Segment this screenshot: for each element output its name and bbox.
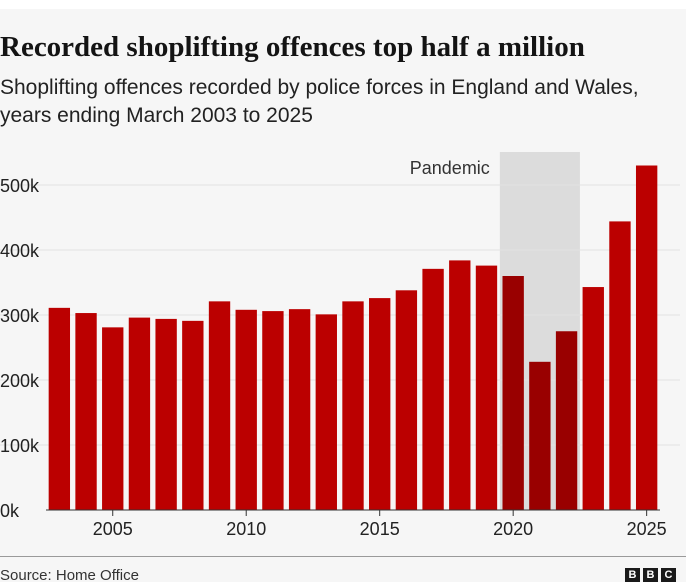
x-tick-label: 2015 <box>360 519 400 539</box>
bar <box>475 265 498 510</box>
y-tick-label: 100k <box>0 436 40 456</box>
source-note: Source: Home Office <box>0 567 139 584</box>
bar <box>235 309 257 510</box>
chart-subtitle: Shoplifting offences recorded by police … <box>0 76 639 127</box>
bar <box>529 361 551 510</box>
logo-letter-b1: B <box>625 568 640 582</box>
footer-divider <box>0 556 686 557</box>
bar <box>582 287 604 510</box>
chart-title: Recorded shoplifting offences top half a… <box>0 31 585 63</box>
bar <box>208 301 231 510</box>
bar <box>155 318 177 510</box>
bar <box>369 298 391 510</box>
bar <box>48 307 71 510</box>
bar <box>449 260 471 510</box>
logo-letter-b2: B <box>643 568 658 582</box>
y-tick-label: 400k <box>0 241 40 261</box>
x-tick-label: 2005 <box>93 519 133 539</box>
pandemic-label: Pandemic <box>410 158 490 178</box>
logo-letter-c: C <box>661 568 676 582</box>
bar <box>422 268 444 510</box>
bar <box>342 301 364 510</box>
y-tick-label: 200k <box>0 371 40 391</box>
bar <box>609 221 631 510</box>
bar <box>75 313 97 510</box>
y-tick-label: 0k <box>0 501 20 521</box>
bar <box>262 311 284 510</box>
y-tick-label: 300k <box>0 306 40 326</box>
bar <box>502 276 524 510</box>
x-tick-label: 2025 <box>627 519 667 539</box>
bar-chart: Pandemic 0k 100k 200k 300k 400k 500k 2005 2010 20… <box>0 152 680 539</box>
bar <box>182 320 204 510</box>
bar <box>315 314 337 510</box>
x-tick-label: 2010 <box>226 519 266 539</box>
bar <box>288 309 311 510</box>
bar <box>555 331 578 510</box>
bar <box>635 165 658 510</box>
bar <box>128 317 151 510</box>
bar <box>395 290 418 510</box>
bar <box>102 327 124 510</box>
x-tick-label: 2020 <box>493 519 533 539</box>
y-tick-label: 500k <box>0 176 40 196</box>
bbc-logo: B B C <box>625 568 676 582</box>
